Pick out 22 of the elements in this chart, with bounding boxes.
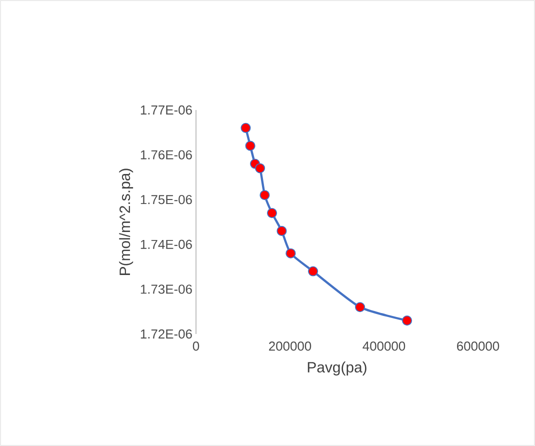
x-tick-label: 0 (192, 342, 200, 351)
y-axis-title: P(mol/m^2.s.pa) (119, 168, 134, 275)
x-tick-label: 200000 (269, 342, 312, 351)
point (308, 266, 318, 276)
y-tick-label: 1.74E-06 (140, 240, 192, 249)
point (260, 190, 270, 200)
y-tick-label: 1.73E-06 (140, 284, 192, 294)
x-tick-label: 400000 (362, 342, 406, 351)
point (266, 208, 278, 218)
point (286, 248, 296, 258)
point (402, 316, 412, 326)
point (276, 226, 287, 236)
y-tick-label: 1.76E-06 (140, 150, 192, 160)
x-axis-title: Pavg(pa) (308, 362, 366, 376)
x-tick-label: 600000 (457, 342, 500, 351)
point (245, 140, 256, 151)
point (354, 302, 366, 312)
point (254, 163, 266, 174)
point (240, 122, 251, 133)
y-tick-label: 1.72E-06 (140, 329, 192, 339)
y-tick-label: 1.75E-06 (140, 195, 192, 204)
y-tick-label: 1.77E-06 (140, 105, 192, 115)
